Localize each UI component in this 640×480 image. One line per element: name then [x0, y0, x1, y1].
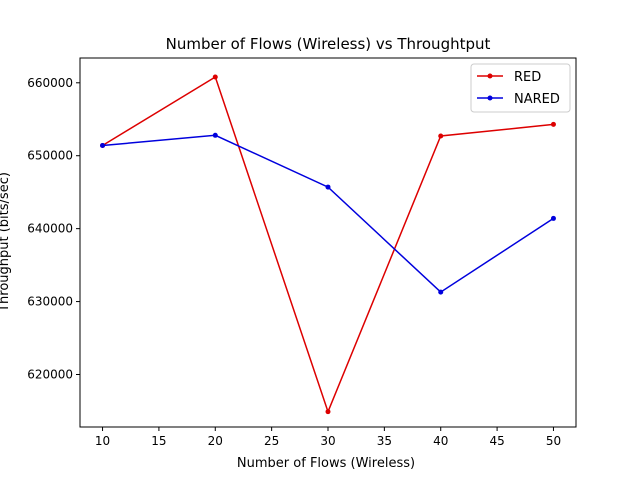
y-axis-label: Throughput (bits/sec) [0, 172, 12, 313]
chart-title: Number of Flows (Wireless) vs Throughtpu… [166, 35, 491, 53]
x-tick-label: 20 [208, 434, 223, 448]
x-tick-label: 40 [433, 434, 448, 448]
legend-label-red: RED [514, 70, 541, 85]
y-tick-label: 640000 [27, 222, 73, 236]
y-tick-label: 660000 [27, 76, 73, 90]
legend-marker-red [487, 73, 493, 79]
y-axis: 620000 630000 640000 650000 660000 [27, 76, 80, 381]
data-point-nared [100, 143, 106, 149]
data-point-nared [438, 289, 444, 295]
data-point-nared [325, 184, 331, 190]
data-point-red [325, 409, 331, 415]
x-tick-label: 45 [489, 434, 504, 448]
y-tick-label: 630000 [27, 295, 73, 309]
data-point-red [212, 74, 218, 80]
y-tick-label: 620000 [27, 367, 73, 381]
data-point-nared [550, 215, 556, 221]
y-tick-label: 650000 [27, 149, 73, 163]
x-tick-label: 35 [377, 434, 392, 448]
x-tick-label: 10 [95, 434, 110, 448]
x-axis-label: Number of Flows (Wireless) [237, 456, 415, 471]
series-layer [100, 74, 556, 415]
data-point-red [550, 121, 556, 127]
legend-marker-nared [487, 95, 493, 101]
x-tick-label: 25 [264, 434, 279, 448]
x-axis: 10 15 20 25 30 35 40 45 50 [95, 427, 561, 448]
series-line-red [102, 75, 554, 414]
series-line-nared [102, 134, 554, 294]
legend: RED NARED [470, 63, 571, 113]
x-tick-label: 15 [151, 434, 166, 448]
x-tick-label: 30 [320, 434, 335, 448]
data-point-nared [212, 132, 218, 138]
legend-label-nared: NARED [514, 92, 560, 107]
data-point-red [438, 133, 444, 139]
x-tick-label: 50 [546, 434, 561, 448]
